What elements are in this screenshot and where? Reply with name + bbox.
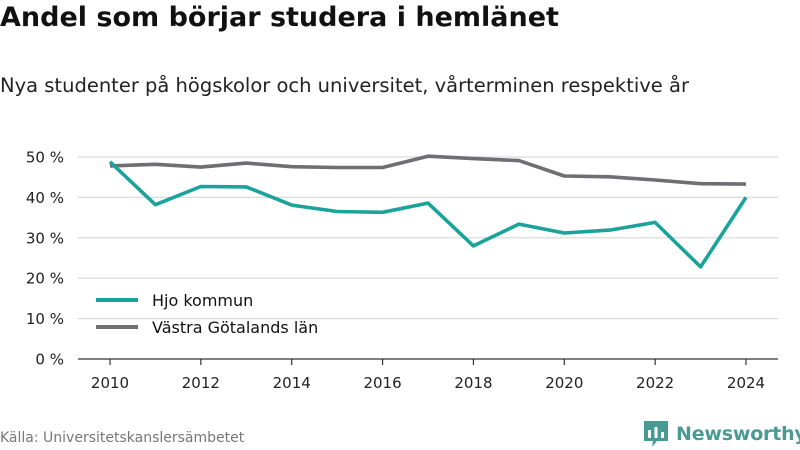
legend: Hjo kommun Västra Götalands län [96, 291, 318, 337]
x-tick-label: 2014 [273, 374, 311, 392]
legend-label-0: Hjo kommun [152, 291, 253, 310]
x-axis-tick-labels: 2010 2012 2014 2016 2018 2020 2022 2024 [91, 359, 765, 392]
x-tick-label: 2024 [727, 374, 765, 392]
chart-subtitle: Nya studenter på högskolor och universit… [0, 74, 689, 97]
y-tick-label: 10 % [26, 310, 64, 328]
y-tick-label: 0 % [35, 351, 64, 369]
x-tick-label: 2016 [363, 374, 401, 392]
chart-title: Andel som börjar studera i hemlänet [0, 2, 559, 33]
y-tick-label: 20 % [26, 270, 64, 288]
y-tick-label: 30 % [26, 229, 64, 247]
series-line-0 [108, 160, 748, 269]
newsworthy-logo: Newsworthy [644, 420, 800, 448]
x-tick-label: 2020 [545, 374, 583, 392]
series-line-1 [109, 154, 747, 186]
legend-label-1: Västra Götalands län [152, 318, 318, 337]
x-tick-label: 2022 [636, 374, 674, 392]
newsworthy-logo-icon [644, 421, 668, 447]
brand-name: Newsworthy [676, 423, 800, 445]
x-tick-label: 2012 [182, 374, 220, 392]
source-note: Källa: Universitetskanslersämbetet [0, 430, 245, 446]
x-tick-label: 2018 [454, 374, 492, 392]
line-chart: 0 % 10 % 20 % 30 % 40 % 50 % 2010 2012 2014 2016… [26, 149, 778, 392]
y-tick-label: 40 % [26, 189, 64, 207]
y-axis-tick-labels: 0 % 10 % 20 % 30 % 40 % 50 % [26, 149, 64, 369]
series-lines [108, 154, 748, 269]
y-tick-label: 50 % [26, 149, 64, 167]
x-tick-label: 2010 [91, 374, 129, 392]
